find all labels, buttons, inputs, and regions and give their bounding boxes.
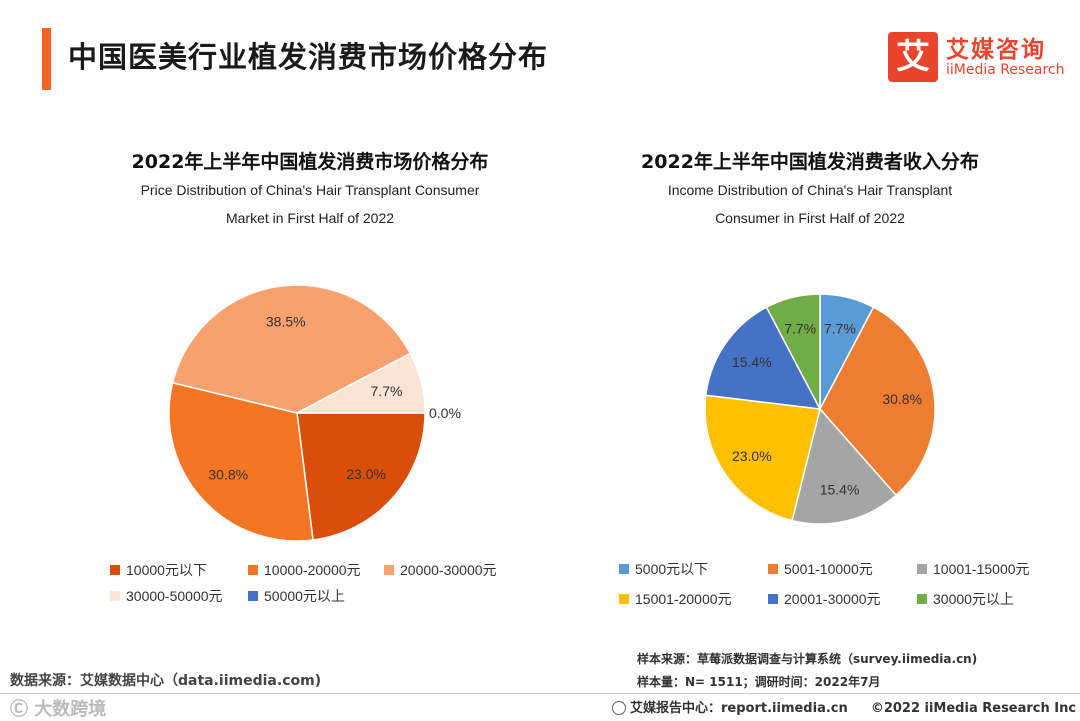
pie-1-slice-5[interactable] bbox=[765, 293, 821, 410]
legend-0-item-1[interactable]: 10000-20000元 bbox=[248, 560, 361, 580]
legend-1-item-5[interactable]: 30000元以上 bbox=[917, 589, 1014, 609]
legend-1-label-2: 10001-15000元 bbox=[933, 561, 1030, 577]
legend-1-label-0: 5000元以下 bbox=[635, 561, 709, 577]
legend-1-label-1: 5001-10000元 bbox=[784, 561, 873, 577]
pie-0-slice-3[interactable] bbox=[296, 352, 426, 414]
legend-0-swatch-3 bbox=[110, 591, 120, 601]
pie-1-value-label-2: 15.4% bbox=[820, 481, 860, 497]
pie-1-value-label-0: 7.7% bbox=[824, 321, 856, 337]
legend-1-item-1[interactable]: 5001-10000元 bbox=[768, 559, 873, 579]
legend-1-swatch-3 bbox=[619, 594, 629, 604]
pie-1-value-label-5: 7.7% bbox=[784, 321, 816, 337]
legend-0-item-3[interactable]: 30000-50000元 bbox=[110, 586, 223, 606]
legend-1-swatch-0 bbox=[619, 564, 629, 574]
legend-1-label-3: 15001-20000元 bbox=[635, 591, 732, 607]
legend-0-item-4[interactable]: 50000元以上 bbox=[248, 586, 345, 606]
legend-0-label-2: 20000-30000元 bbox=[400, 562, 497, 578]
logo-cn-text: 艾媒咨询 bbox=[946, 37, 1046, 63]
legend-1-swatch-5 bbox=[917, 594, 927, 604]
pie-0-slice-2[interactable] bbox=[171, 284, 412, 414]
report-center-text: 艾媒报告中心：report.iimedia.cn bbox=[630, 701, 848, 716]
right-chart-subtitle-2: Consumer in First Half of 2022 bbox=[715, 210, 905, 226]
copyright-text: ©2022 iiMedia Research Inc bbox=[870, 701, 1077, 716]
pie-1-slice-4[interactable] bbox=[704, 306, 822, 410]
pie-0-value-label-4: 0.0% bbox=[429, 405, 461, 421]
pie-0-value-label-2: 38.5% bbox=[266, 314, 306, 330]
legend-0-swatch-1 bbox=[248, 565, 258, 575]
left-chart-subtitle-1: Price Distribution of China's Hair Trans… bbox=[140, 182, 480, 198]
legend-1-item-4[interactable]: 20001-30000元 bbox=[768, 589, 881, 609]
legend-0-label-1: 10000-20000元 bbox=[264, 562, 361, 578]
legend-1-label-5: 30000元以上 bbox=[933, 591, 1014, 607]
legend-0-swatch-0 bbox=[110, 565, 120, 575]
legend-0-item-2[interactable]: 20000-30000元 bbox=[384, 560, 497, 580]
legend-1-item-0[interactable]: 5000元以下 bbox=[619, 559, 708, 579]
legend-1-item-3[interactable]: 15001-20000元 bbox=[619, 589, 732, 609]
page-title: 中国医美行业植发消费市场价格分布 bbox=[68, 40, 549, 74]
pie-0-value-label-0: 23.0% bbox=[346, 466, 386, 482]
footer-divider bbox=[0, 693, 1080, 694]
pie-0-value-label-3: 7.7% bbox=[371, 383, 403, 399]
legend-1-item-2[interactable]: 10001-15000元 bbox=[917, 559, 1030, 579]
pie-0: 23.0% 30.8% 38.5% 7.7% 0.0% bbox=[168, 284, 461, 542]
legend-0-label-3: 30000-50000元 bbox=[126, 588, 223, 604]
logo-mark: 艾 bbox=[888, 32, 938, 82]
pie-0-slice-1[interactable] bbox=[168, 381, 314, 542]
legend-0-label-4: 50000元以上 bbox=[264, 588, 345, 604]
right-chart-subtitle-1: Income Distribution of China's Hair Tran… bbox=[667, 182, 953, 198]
legend-1-swatch-4 bbox=[768, 594, 778, 604]
legend-1-swatch-1 bbox=[768, 564, 778, 574]
right-chart-title: 2022年上半年中国植发消费者收入分布 bbox=[641, 151, 979, 173]
pie-1-slice-1[interactable] bbox=[819, 306, 936, 497]
legend-0-label-0: 10000元以下 bbox=[126, 562, 207, 578]
pie-1-value-label-3: 23.0% bbox=[732, 448, 772, 464]
watermark: Ⓒ 大数跨境 bbox=[10, 699, 107, 720]
pie-1-slice-3[interactable] bbox=[704, 394, 821, 522]
pie-1-slice-2[interactable] bbox=[791, 407, 898, 525]
legend-0-item-0[interactable]: 10000元以下 bbox=[110, 560, 207, 580]
title-accent-bar bbox=[42, 28, 51, 90]
data-source-note: 数据来源：艾媒数据中心（data.iimedia.com) bbox=[10, 673, 322, 689]
pie-1-value-label-1: 30.8% bbox=[882, 391, 922, 407]
report-center-icon bbox=[612, 701, 626, 715]
logo-en-text: iiMedia Research bbox=[946, 62, 1065, 78]
pie-1-value-label-4: 15.4% bbox=[732, 354, 772, 370]
pie-0-slice-0[interactable] bbox=[296, 412, 426, 541]
legend-0-swatch-4 bbox=[248, 591, 258, 601]
left-chart-title: 2022年上半年中国植发消费市场价格分布 bbox=[131, 151, 489, 173]
iimedia-logo[interactable]: 艾 艾媒咨询 iiMedia Research bbox=[888, 30, 1068, 86]
footer-report-center: 艾媒报告中心：report.iimedia.cn ©2022 iiMedia R… bbox=[612, 697, 1076, 716]
sample-source-note: 样本来源：草莓派数据调查与计算系统（survey.iimedia.cn) bbox=[637, 652, 978, 666]
sample-size-note: 样本量：N= 1511；调研时间：2022年7月 bbox=[637, 675, 881, 689]
pie-1: 7.7% 30.8% 15.4% 23.0% 15.4% 7.7% bbox=[704, 293, 936, 525]
legend-1-label-4: 20001-30000元 bbox=[784, 591, 881, 607]
legend-1-swatch-2 bbox=[917, 564, 927, 574]
legend-0-swatch-2 bbox=[384, 565, 394, 575]
pie-0-value-label-1: 30.8% bbox=[208, 466, 248, 482]
left-chart-subtitle-2: Market in First Half of 2022 bbox=[225, 210, 395, 226]
